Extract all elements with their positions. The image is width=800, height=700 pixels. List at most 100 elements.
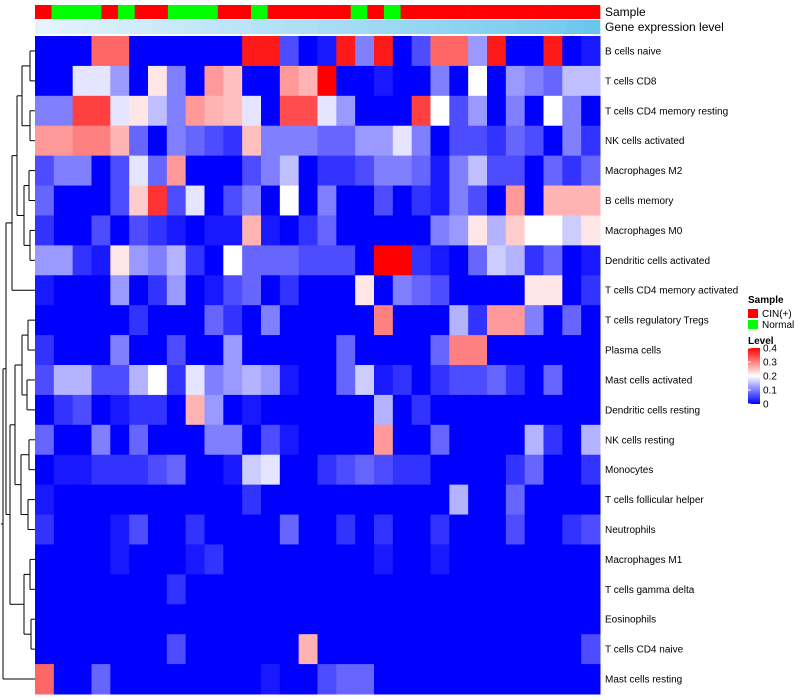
heatmap-cell: [223, 215, 243, 246]
heatmap-cell: [392, 454, 413, 486]
expression-annotation-cell: [217, 20, 235, 34]
heatmap-cell: [392, 215, 413, 246]
heatmap-cell: [430, 245, 450, 276]
heatmap-cell: [430, 514, 450, 545]
heatmap-cell: [35, 664, 55, 695]
heatmap-cell: [317, 634, 337, 665]
heatmap-cell: [261, 604, 281, 635]
row-label: Macrophages M0: [605, 226, 683, 237]
sample-annotation-cell: [383, 5, 401, 19]
heatmap-cell: [166, 664, 187, 695]
heatmap-cell: [72, 394, 92, 426]
heatmap-cell: [562, 394, 582, 426]
expression-annotation-cell: [300, 20, 318, 34]
heatmap-cell: [336, 365, 356, 396]
heatmap-cell: [261, 36, 281, 67]
heatmap-cell: [468, 305, 488, 336]
heatmap-cell: [72, 335, 92, 366]
heatmap-cell: [562, 65, 582, 97]
heatmap-cell: [185, 36, 205, 67]
heatmap-cell: [204, 155, 224, 187]
heatmap-cell: [185, 125, 205, 157]
heatmap-cell: [298, 394, 318, 426]
heatmap-cell: [91, 394, 111, 426]
heatmap-cell: [449, 604, 469, 635]
heatmap-cell: [317, 604, 337, 635]
heatmap-cell: [562, 215, 582, 246]
row-label: Monocytes: [605, 465, 653, 476]
row-label: Macrophages M1: [605, 555, 683, 566]
heatmap-cell: [53, 514, 74, 545]
expression-annotation-cell: [450, 20, 468, 34]
heatmap-cell: [166, 335, 187, 366]
heatmap-cell: [91, 185, 111, 216]
heatmap-cell: [53, 95, 74, 127]
heatmap-cell: [53, 65, 74, 97]
heatmap-cell: [374, 36, 394, 67]
heatmap-cell: [562, 185, 582, 216]
heatmap-cell: [392, 245, 413, 276]
heatmap-cell: [148, 574, 168, 605]
heatmap-cell: [72, 215, 92, 246]
heatmap-cell: [355, 664, 375, 695]
heatmap-cell: [298, 125, 318, 157]
heatmap-cell: [72, 574, 92, 605]
heatmap-cell: [562, 275, 582, 306]
heatmap-cell: [204, 604, 224, 635]
heatmap-cell: [562, 664, 582, 695]
heatmap-cell: [242, 454, 262, 486]
expression-annotation-cell: [51, 20, 69, 34]
heatmap-cell: [336, 125, 356, 157]
heatmap-cell: [468, 275, 488, 306]
heatmap-cell: [129, 65, 149, 97]
heatmap-cell: [148, 215, 168, 246]
heatmap-cell: [524, 424, 544, 456]
heatmap-cell: [261, 155, 281, 187]
heatmap-cell: [223, 454, 243, 486]
heatmap-cell: [261, 544, 281, 575]
heatmap-cell: [524, 604, 544, 635]
expression-annotation-cell: [367, 20, 385, 34]
heatmap-cell: [487, 36, 507, 67]
heatmap-cell: [298, 305, 318, 336]
heatmap-cell: [242, 155, 262, 187]
heatmap-cell: [204, 484, 224, 516]
heatmap-cell: [279, 484, 300, 516]
heatmap-cell: [72, 125, 92, 157]
heatmap-cell: [72, 155, 92, 187]
heatmap-cell: [543, 454, 563, 486]
heatmap-cell: [298, 155, 318, 187]
heatmap-cell: [317, 424, 337, 456]
heatmap-cell: [562, 365, 582, 396]
sample-annotation-cell: [84, 5, 102, 19]
heatmap-cell: [524, 365, 544, 396]
heatmap-cell: [543, 544, 563, 575]
heatmap-cell: [279, 514, 300, 545]
heatmap-cell: [35, 604, 55, 635]
heatmap-cell: [242, 305, 262, 336]
expression-annotation-cell: [201, 20, 219, 34]
legend: Sample CIN(+) Normal Level 0.4 0.3 0.2 0.1 0: [748, 295, 794, 411]
heatmap-cell: [204, 185, 224, 216]
heatmap-cell: [581, 305, 601, 336]
row-label: T cells regulatory Tregs: [605, 316, 709, 327]
heatmap-cell: [129, 185, 149, 216]
heatmap-cell: [411, 215, 431, 246]
heatmap-cell: [392, 125, 413, 157]
heatmap-cell: [72, 305, 92, 336]
heatmap-cell: [166, 245, 187, 276]
heatmap-cell: [242, 394, 262, 426]
heatmap-cell: [336, 604, 356, 635]
heatmap-cell: [148, 424, 168, 456]
heatmap-cell: [487, 125, 507, 157]
sample-annotation-cell: [417, 5, 435, 19]
heatmap-cell: [374, 95, 394, 127]
heatmap-cell: [581, 36, 601, 67]
heatmap-cell: [129, 335, 149, 366]
row-label: NK cells resting: [605, 435, 674, 446]
heatmap-cell: [242, 574, 262, 605]
heatmap-cell: [129, 245, 149, 276]
heatmap-cell: [392, 185, 413, 216]
heatmap-cell: [562, 335, 582, 366]
legend-level-ticks: 0.4 0.3 0.2 0.1 0: [748, 344, 777, 411]
